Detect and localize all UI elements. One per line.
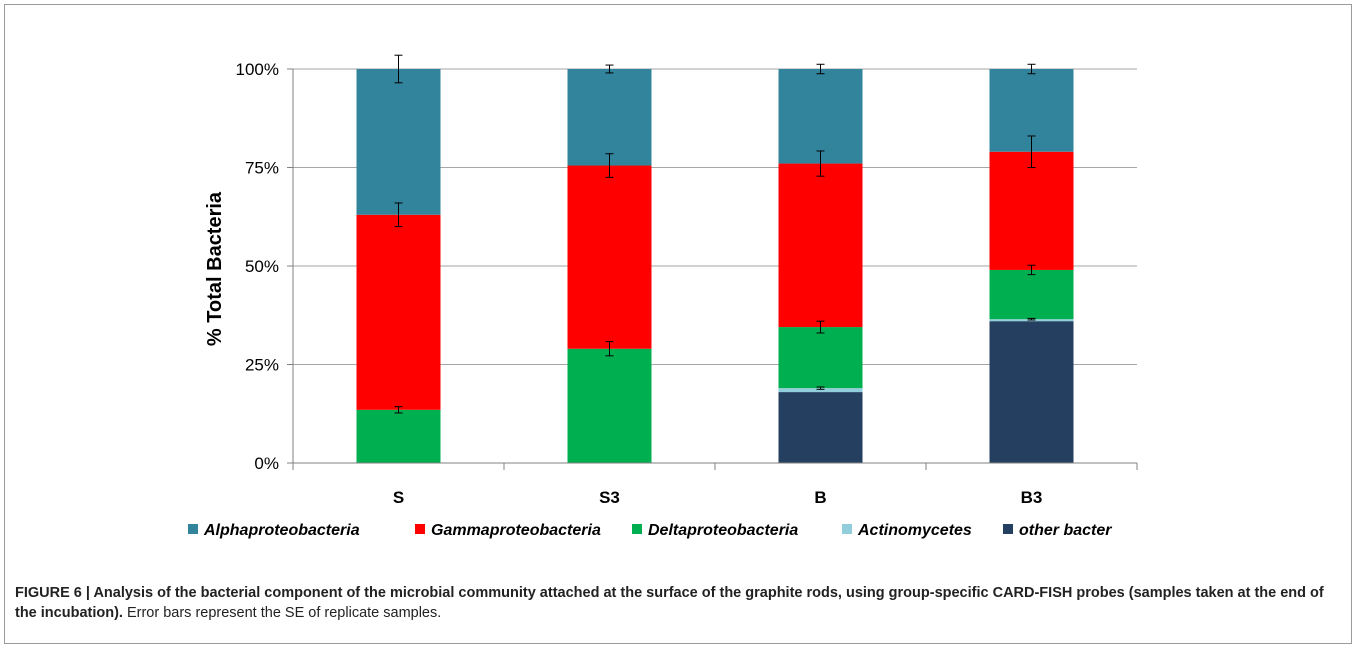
caption-bold: FIGURE 6 | Analysis of the bacterial com…: [15, 585, 1324, 621]
legend-label: Gammaproteobacteria: [431, 522, 601, 539]
axes: 0% 25% 50% 75% 100% S S3 B B3: [236, 60, 1138, 507]
y-tick-label: 75%: [245, 159, 279, 178]
bar-other-bacter-b3: [989, 321, 1074, 463]
legend-swatch: [842, 524, 852, 534]
legend-label: Alphaproteobacteria: [203, 522, 360, 539]
error-bars: [394, 54, 1036, 414]
legend-swatch: [415, 524, 425, 534]
bar-deltaproteobacteria-s3: [567, 348, 652, 463]
bar-deltaproteobacteria-b3: [989, 269, 1074, 320]
bar-gammaproteobacteria-b3: [989, 151, 1074, 270]
y-axis-label: % Total Bacteria: [204, 191, 226, 346]
caption-normal: Error bars represent the SE of replicate…: [122, 605, 442, 621]
y-tick-label: 50%: [245, 257, 279, 276]
bar-alphaproteobacteria-b: [778, 69, 863, 164]
legend-swatch: [1003, 524, 1013, 534]
legend-swatch: [188, 524, 198, 534]
bar-actinomycetes-b: [778, 388, 863, 393]
x-category-label: B3: [1021, 488, 1043, 507]
bar-gammaproteobacteria-b: [778, 163, 863, 328]
legend-label: Deltaproteobacteria: [648, 522, 798, 539]
bar-gammaproteobacteria-s3: [567, 165, 652, 349]
bar-deltaproteobacteria-b: [778, 327, 863, 389]
bar-alphaproteobacteria-s3: [567, 69, 652, 166]
figure-frame: 0% 25% 50% 75% 100% S S3 B B3 % Total Bacteria A…: [4, 4, 1352, 644]
figure-caption: FIGURE 6 | Analysis of the bacterial com…: [15, 583, 1343, 623]
legend: Alphaproteobacteria Gammaproteobacteria De…: [188, 522, 1112, 539]
bar-deltaproteobacteria-s: [356, 409, 441, 463]
x-category-label: B: [814, 488, 826, 507]
bar-alphaproteobacteria-s: [356, 69, 441, 215]
legend-swatch: [632, 524, 642, 534]
stacked-bar-chart: 0% 25% 50% 75% 100% S S3 B B3 % Total Bacteria A…: [188, 54, 1138, 539]
y-tick-label: 25%: [245, 356, 279, 375]
x-category-label: S3: [599, 488, 620, 507]
x-category-label: S: [393, 488, 404, 507]
legend-label: Actinomycetes: [857, 522, 972, 539]
y-tick-label: 0%: [254, 454, 279, 473]
legend-label: other bacter: [1019, 522, 1112, 539]
bars: [356, 69, 1074, 463]
bar-gammaproteobacteria-s: [356, 214, 441, 410]
bar-other-bacter-b: [778, 392, 863, 463]
y-tick-label: 100%: [236, 60, 279, 79]
